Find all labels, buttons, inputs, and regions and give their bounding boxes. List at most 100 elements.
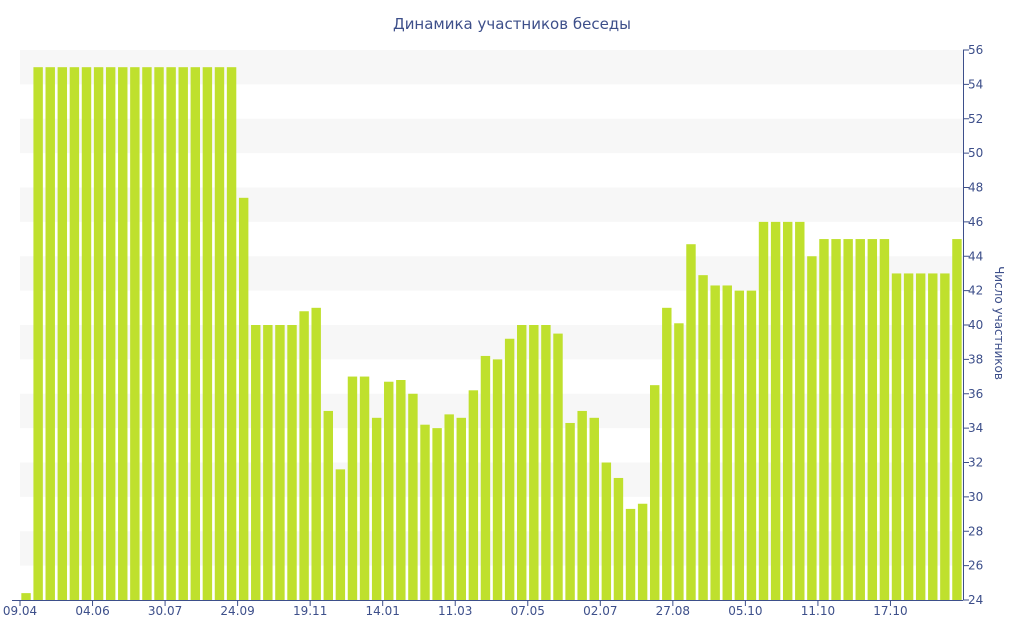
bar[interactable] xyxy=(287,325,297,600)
bar[interactable] xyxy=(251,325,261,600)
bar[interactable] xyxy=(492,359,503,600)
bar[interactable] xyxy=(504,338,515,600)
grid-band xyxy=(20,393,963,429)
bar[interactable] xyxy=(698,275,708,600)
bar[interactable] xyxy=(335,469,346,600)
bar[interactable] xyxy=(190,67,201,600)
bar[interactable] xyxy=(420,424,430,600)
y-tick-label: 30 xyxy=(968,490,983,504)
bar[interactable] xyxy=(275,325,285,600)
bar[interactable] xyxy=(21,593,31,600)
bar[interactable] xyxy=(480,355,491,600)
bar[interactable] xyxy=(662,307,672,600)
y-axis-label: Число участников xyxy=(992,266,1006,380)
bar[interactable] xyxy=(359,376,370,600)
bar[interactable] xyxy=(758,221,769,600)
bar[interactable] xyxy=(613,477,624,600)
bar[interactable] xyxy=(93,67,104,600)
bar[interactable] xyxy=(952,239,962,600)
bar[interactable] xyxy=(81,67,92,600)
bar[interactable] xyxy=(432,428,442,600)
bar[interactable] xyxy=(299,311,309,600)
y-tick-label: 40 xyxy=(968,318,983,332)
bar[interactable] xyxy=(782,221,793,600)
bar[interactable] xyxy=(130,67,140,600)
x-tick-label: 07.05 xyxy=(511,604,545,618)
y-tick-label: 44 xyxy=(968,249,983,263)
bar[interactable] xyxy=(202,67,213,600)
bar[interactable] xyxy=(674,323,684,600)
bar[interactable] xyxy=(722,285,732,600)
y-tick-label: 38 xyxy=(968,352,983,366)
bar[interactable] xyxy=(819,239,829,600)
bar[interactable] xyxy=(565,422,575,600)
bar[interactable] xyxy=(601,462,612,601)
bar[interactable] xyxy=(686,244,696,600)
y-tick-label: 32 xyxy=(968,456,983,470)
bar[interactable] xyxy=(843,239,853,600)
x-tick-label: 04.06 xyxy=(75,604,109,618)
bar[interactable] xyxy=(468,390,479,600)
bar[interactable] xyxy=(589,417,599,600)
bar[interactable] xyxy=(637,503,648,600)
bar[interactable] xyxy=(855,239,865,600)
y-tick-label: 56 xyxy=(968,43,983,57)
bar[interactable] xyxy=(529,325,539,600)
bar[interactable] xyxy=(118,67,128,600)
bar[interactable] xyxy=(347,376,358,600)
bar[interactable] xyxy=(214,67,225,600)
grid-band xyxy=(20,325,963,360)
bar[interactable] xyxy=(226,67,237,600)
x-tick-label: 09.04 xyxy=(3,604,37,618)
bar[interactable] xyxy=(105,67,116,600)
bar[interactable] xyxy=(311,307,321,600)
bar[interactable] xyxy=(444,414,454,600)
bar[interactable] xyxy=(879,239,890,600)
bar[interactable] xyxy=(625,508,636,600)
grid-band xyxy=(20,256,963,291)
y-tick-label: 42 xyxy=(968,284,983,298)
bar-series xyxy=(21,67,962,601)
bar[interactable] xyxy=(795,221,805,600)
bar[interactable] xyxy=(69,67,80,600)
bar[interactable] xyxy=(45,67,55,600)
bar[interactable] xyxy=(154,67,164,600)
bar[interactable] xyxy=(238,197,249,600)
bar[interactable] xyxy=(396,380,406,600)
bar[interactable] xyxy=(577,410,587,600)
grid-band xyxy=(20,118,963,154)
bar[interactable] xyxy=(57,67,68,600)
bar[interactable] xyxy=(940,273,950,600)
bar[interactable] xyxy=(517,325,527,600)
x-tick-label: 27.08 xyxy=(656,604,690,618)
bar[interactable] xyxy=(408,393,418,600)
y-tick-label: 48 xyxy=(968,181,983,195)
bar[interactable] xyxy=(371,417,382,600)
y-tick-label: 34 xyxy=(968,421,983,435)
bar[interactable] xyxy=(891,273,902,600)
bar[interactable] xyxy=(33,67,43,600)
bar[interactable] xyxy=(770,221,781,600)
y-tick-label: 28 xyxy=(968,524,983,538)
bar[interactable] xyxy=(746,290,757,600)
bar[interactable] xyxy=(142,67,152,600)
bar[interactable] xyxy=(928,273,938,600)
grid-band xyxy=(20,187,963,222)
bar[interactable] xyxy=(178,67,188,600)
x-tick-label: 17.10 xyxy=(873,604,907,618)
bar[interactable] xyxy=(263,325,273,600)
bar[interactable] xyxy=(323,410,334,600)
bar[interactable] xyxy=(734,290,745,600)
bar[interactable] xyxy=(710,285,720,600)
bar[interactable] xyxy=(831,239,841,600)
bar[interactable] xyxy=(553,333,563,600)
bar[interactable] xyxy=(166,67,176,600)
bar[interactable] xyxy=(456,417,466,600)
bar[interactable] xyxy=(384,381,394,600)
bar[interactable] xyxy=(649,385,660,600)
bar[interactable] xyxy=(915,273,926,600)
bar[interactable] xyxy=(903,273,914,600)
bar[interactable] xyxy=(541,325,551,600)
bar[interactable] xyxy=(807,256,817,600)
bar[interactable] xyxy=(867,239,878,600)
